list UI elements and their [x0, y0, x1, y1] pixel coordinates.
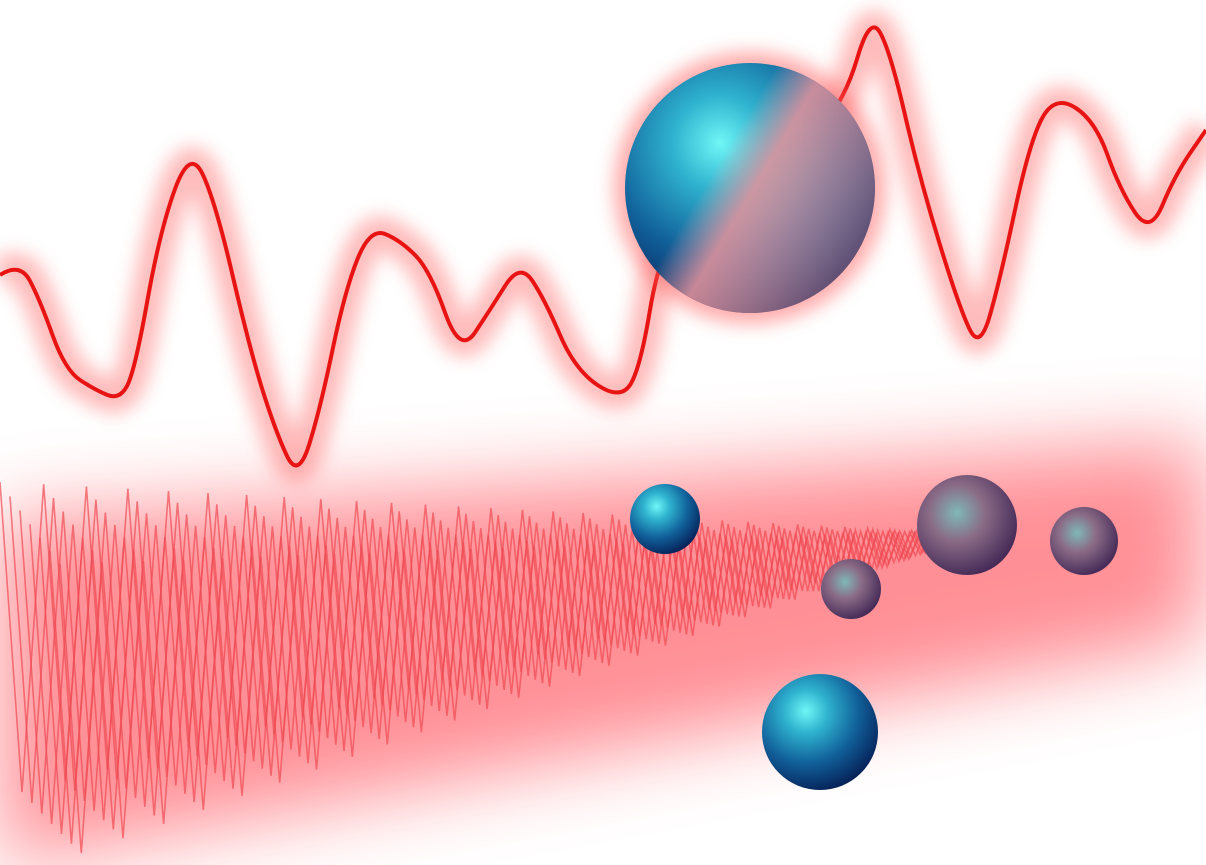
small-sphere: [821, 559, 881, 619]
page: (() => { const data = JSON.parse(documen…: [0, 0, 1206, 865]
small-sphere: [762, 674, 878, 790]
illustration: [0, 0, 1206, 865]
small-sphere: [917, 475, 1017, 575]
large-sphere-shade: [625, 63, 875, 313]
small-sphere: [630, 484, 700, 554]
small-sphere: [1050, 507, 1118, 575]
